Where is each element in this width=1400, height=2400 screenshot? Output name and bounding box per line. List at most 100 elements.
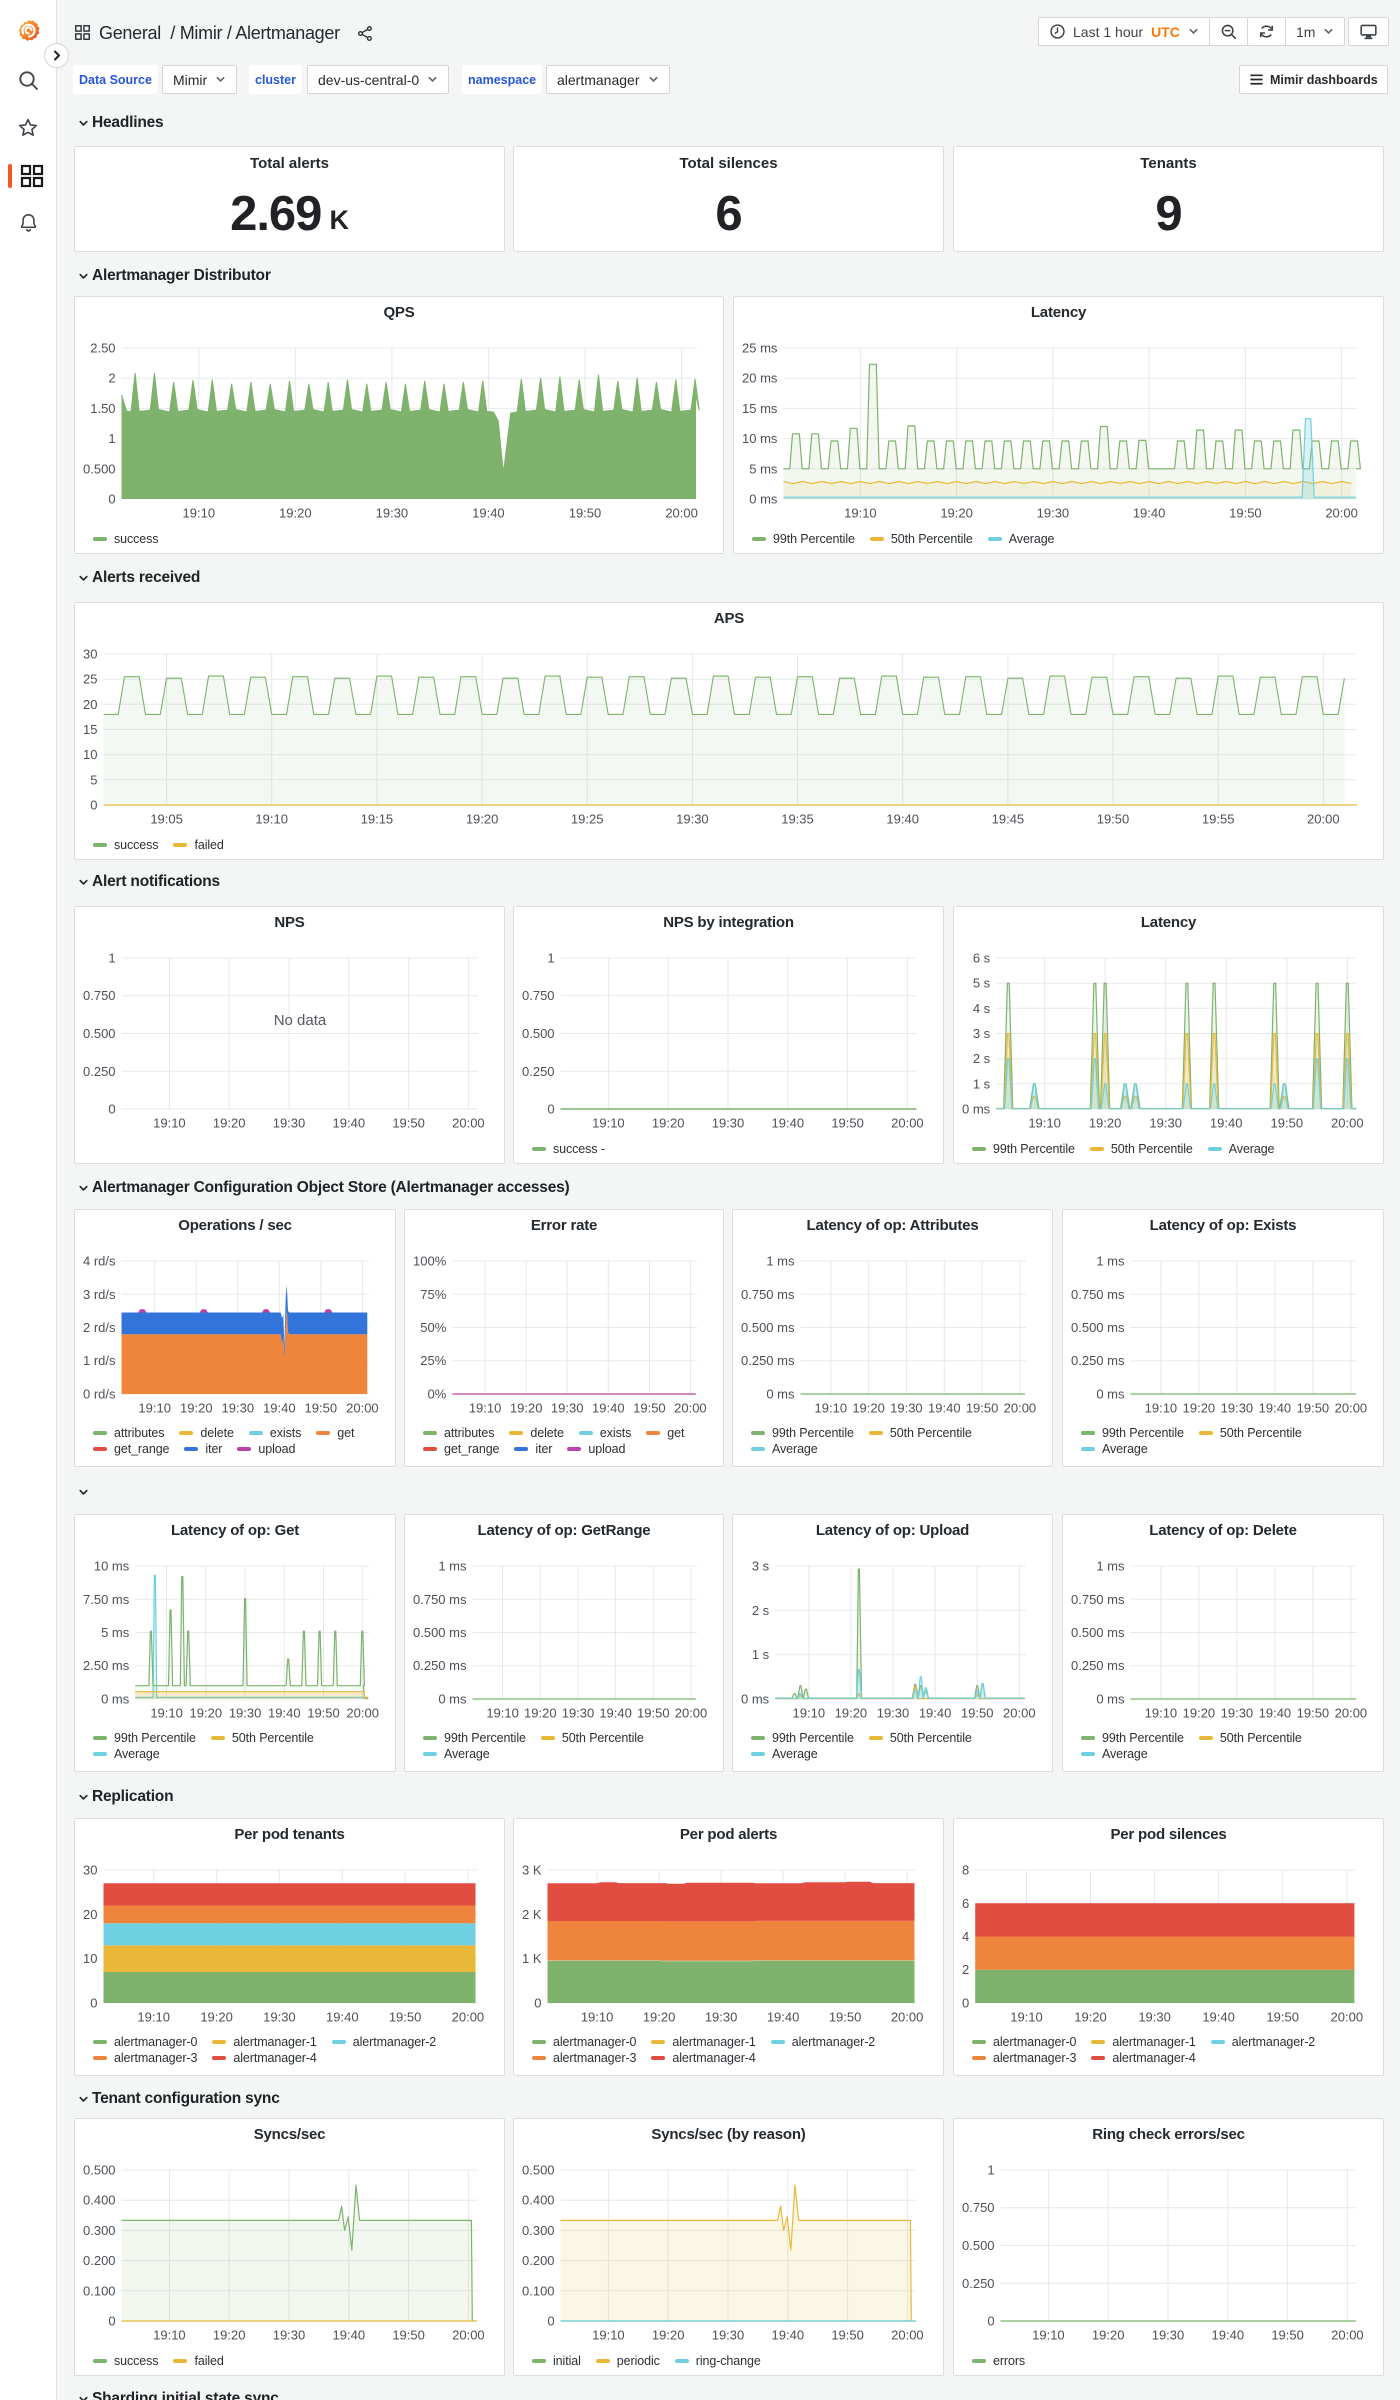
svg-text:20:00: 20:00 — [1003, 1706, 1036, 1721]
svg-text:3 K: 3 K — [522, 1863, 542, 1878]
svg-text:20:00: 20:00 — [1335, 1401, 1368, 1416]
svg-text:19:30: 19:30 — [273, 1116, 306, 1131]
svg-text:19:40: 19:40 — [1202, 2010, 1235, 2025]
svg-text:19:55: 19:55 — [1202, 812, 1235, 827]
svg-text:1.50: 1.50 — [90, 401, 115, 416]
svg-text:0.400: 0.400 — [522, 2193, 555, 2208]
svg-text:0 ms: 0 ms — [438, 1692, 467, 1707]
svg-text:0.500: 0.500 — [522, 1026, 555, 1041]
svg-text:3 rd/s: 3 rd/s — [83, 1287, 116, 1302]
svg-text:3 s: 3 s — [973, 1026, 991, 1041]
svg-text:0.500 ms: 0.500 ms — [741, 1320, 795, 1335]
svg-text:0.250 ms: 0.250 ms — [1071, 1658, 1125, 1673]
svg-text:25: 25 — [83, 672, 97, 687]
svg-text:19:30: 19:30 — [676, 812, 709, 827]
svg-text:1 ms: 1 ms — [1096, 1559, 1125, 1574]
svg-text:19:50: 19:50 — [1266, 2010, 1299, 2025]
svg-text:1 ms: 1 ms — [1096, 1254, 1125, 1269]
svg-text:0: 0 — [547, 1102, 554, 1117]
svg-text:19:40: 19:40 — [928, 1401, 961, 1416]
svg-text:20:00: 20:00 — [674, 1401, 707, 1416]
svg-text:19:20: 19:20 — [1074, 2010, 1107, 2025]
svg-text:0.750 ms: 0.750 ms — [1071, 1592, 1125, 1607]
svg-text:19:10: 19:10 — [1032, 2328, 1065, 2343]
svg-text:0.100: 0.100 — [522, 2283, 555, 2298]
svg-text:3 s: 3 s — [752, 1559, 770, 1574]
svg-text:19:10: 19:10 — [137, 2010, 170, 2025]
svg-text:19:10: 19:10 — [1028, 1116, 1061, 1131]
svg-text:19:10: 19:10 — [486, 1706, 519, 1721]
svg-text:19:20: 19:20 — [652, 2328, 685, 2343]
svg-text:19:20: 19:20 — [200, 2010, 233, 2025]
svg-text:19:20: 19:20 — [1089, 1116, 1122, 1131]
svg-text:19:30: 19:30 — [890, 1401, 923, 1416]
svg-text:20:00: 20:00 — [1307, 812, 1340, 827]
svg-text:19:40: 19:40 — [326, 2010, 359, 2025]
svg-text:0.750 ms: 0.750 ms — [1071, 1287, 1125, 1302]
svg-text:19:10: 19:10 — [1145, 1706, 1178, 1721]
svg-text:19:10: 19:10 — [815, 1401, 848, 1416]
svg-text:2: 2 — [962, 1962, 969, 1977]
svg-text:19:20: 19:20 — [524, 1706, 557, 1721]
svg-text:19:50: 19:50 — [1297, 1401, 1330, 1416]
svg-text:19:30: 19:30 — [376, 506, 409, 521]
svg-text:19:50: 19:50 — [1271, 2328, 1304, 2343]
svg-text:2 rd/s: 2 rd/s — [83, 1320, 116, 1335]
svg-text:19:40: 19:40 — [268, 1706, 301, 1721]
svg-text:19:40: 19:40 — [1259, 1706, 1292, 1721]
svg-text:19:50: 19:50 — [569, 506, 602, 521]
svg-text:19:10: 19:10 — [150, 1706, 183, 1721]
svg-text:19:10: 19:10 — [138, 1401, 171, 1416]
svg-text:19:10: 19:10 — [581, 2010, 614, 2025]
svg-text:0.750: 0.750 — [962, 2200, 995, 2215]
svg-text:0: 0 — [108, 1102, 115, 1117]
svg-text:0.750: 0.750 — [83, 988, 116, 1003]
svg-text:19:30: 19:30 — [1037, 506, 1070, 521]
svg-text:19:30: 19:30 — [1221, 1706, 1254, 1721]
svg-text:19:10: 19:10 — [183, 506, 216, 521]
svg-text:19:30: 19:30 — [1149, 1116, 1182, 1131]
svg-text:2 s: 2 s — [752, 1603, 770, 1618]
svg-text:0: 0 — [987, 2314, 994, 2329]
svg-text:0.300: 0.300 — [83, 2223, 116, 2238]
svg-text:20:00: 20:00 — [346, 1401, 379, 1416]
svg-text:0 ms: 0 ms — [1096, 1692, 1125, 1707]
svg-text:1: 1 — [108, 431, 115, 446]
svg-text:19:50: 19:50 — [637, 1706, 670, 1721]
svg-text:19:10: 19:10 — [1010, 2010, 1043, 2025]
svg-text:19:50: 19:50 — [392, 2328, 425, 2343]
svg-text:19:30: 19:30 — [562, 1706, 595, 1721]
svg-text:1 s: 1 s — [752, 1647, 770, 1662]
svg-text:19:10: 19:10 — [153, 1116, 186, 1131]
svg-text:2: 2 — [108, 371, 115, 386]
svg-text:19:40: 19:40 — [263, 1401, 296, 1416]
svg-text:19:50: 19:50 — [831, 1116, 864, 1131]
svg-text:20:00: 20:00 — [1331, 2010, 1364, 2025]
svg-text:10: 10 — [83, 747, 97, 762]
svg-text:0: 0 — [534, 1996, 541, 2011]
svg-text:0 ms: 0 ms — [749, 492, 778, 507]
svg-text:19:20: 19:20 — [1183, 1401, 1216, 1416]
svg-text:19:30: 19:30 — [712, 2328, 745, 2343]
svg-text:19:30: 19:30 — [877, 1706, 910, 1721]
svg-text:19:30: 19:30 — [712, 1116, 745, 1131]
svg-text:19:30: 19:30 — [1138, 2010, 1171, 2025]
svg-text:19:40: 19:40 — [767, 2010, 800, 2025]
svg-text:0.500: 0.500 — [83, 1026, 116, 1041]
svg-text:19:50: 19:50 — [1271, 1116, 1304, 1131]
svg-text:19:40: 19:40 — [333, 2328, 366, 2343]
svg-text:1 s: 1 s — [973, 1076, 991, 1091]
svg-text:19:10: 19:10 — [793, 1706, 826, 1721]
svg-text:19:50: 19:50 — [633, 1401, 666, 1416]
svg-text:4 rd/s: 4 rd/s — [83, 1254, 116, 1269]
svg-text:100%: 100% — [413, 1254, 447, 1269]
svg-text:1 ms: 1 ms — [438, 1559, 467, 1574]
svg-text:19:10: 19:10 — [592, 1116, 625, 1131]
svg-text:25 ms: 25 ms — [742, 341, 778, 356]
svg-text:20:00: 20:00 — [1331, 1116, 1364, 1131]
svg-text:20:00: 20:00 — [1331, 2328, 1364, 2343]
svg-text:19:30: 19:30 — [273, 2328, 306, 2343]
svg-text:1: 1 — [987, 2163, 994, 2178]
svg-text:5 s: 5 s — [973, 976, 991, 991]
svg-text:19:20: 19:20 — [652, 1116, 685, 1131]
